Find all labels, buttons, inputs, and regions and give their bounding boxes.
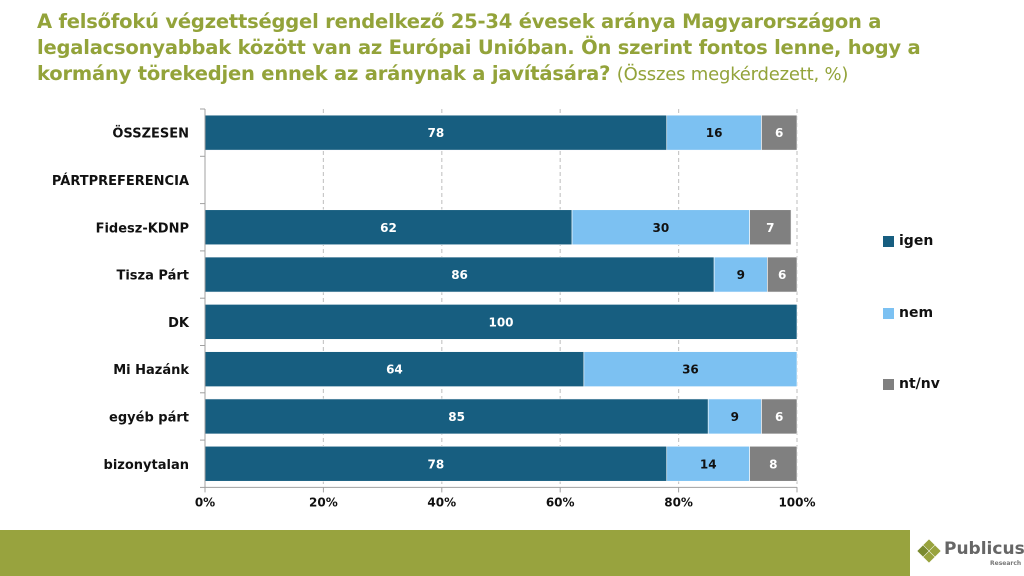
data-label: 6 bbox=[775, 126, 783, 140]
data-label: 64 bbox=[386, 363, 403, 377]
category-label: PÁRTPREFERENCIA bbox=[52, 173, 189, 189]
bar-segment-nem bbox=[666, 445, 750, 482]
data-label: 78 bbox=[428, 126, 445, 140]
bar-segment-igen bbox=[204, 304, 798, 340]
data-label: 100 bbox=[488, 315, 513, 329]
value-labels: 78 16 6 62 30 7 86 9 6 100 64 36 85 9 6 78 14 8 bbox=[380, 126, 786, 471]
bar-segment-nt-nv bbox=[749, 209, 792, 246]
bar-segment-igen bbox=[204, 209, 573, 246]
chart-title: A felsőfokú végzettséggel rendelkező 25-… bbox=[37, 9, 997, 88]
legend-item: nem bbox=[883, 304, 933, 322]
bar-segment-nt-nv bbox=[761, 114, 798, 151]
bar-segment-nem bbox=[713, 256, 768, 293]
legend-label: nem bbox=[899, 305, 934, 321]
data-label: 16 bbox=[706, 126, 723, 140]
data-label: 9 bbox=[737, 268, 745, 282]
chart-subtitle: (Összes megkérdezett, %) bbox=[616, 64, 849, 85]
category-label: Fidesz-KDNP bbox=[96, 221, 189, 236]
bar-chart: 78 16 6 62 30 7 86 9 6 100 64 36 85 9 6 78 14 8 ÖSSZESEN P… bbox=[52, 108, 816, 509]
x-tick-label: 20% bbox=[309, 495, 338, 509]
category-label: Tisza Párt bbox=[116, 269, 189, 284]
legend-swatch bbox=[883, 307, 894, 319]
category-label: ÖSSZESEN bbox=[112, 126, 189, 142]
legend-item: nt/nv bbox=[883, 375, 940, 393]
bar-segment-nt-nv bbox=[761, 398, 798, 435]
data-label: 6 bbox=[775, 410, 783, 424]
category-label: egyéb párt bbox=[109, 410, 189, 425]
bar-segment-igen bbox=[204, 445, 668, 482]
brand-tagline: Research bbox=[990, 560, 1022, 567]
legend-label: nt/nv bbox=[899, 376, 940, 392]
data-label: 30 bbox=[652, 221, 669, 235]
legend-swatch bbox=[883, 378, 894, 390]
category-labels: ÖSSZESEN PÁRTPREFERENCIA Fidesz-KDNP Tisza … bbox=[52, 126, 190, 473]
bar-segment-nem bbox=[583, 351, 798, 387]
bars bbox=[204, 114, 798, 482]
bar-segment-nem bbox=[666, 114, 762, 151]
data-label: 85 bbox=[448, 410, 465, 424]
data-label: 62 bbox=[380, 221, 397, 235]
data-label: 36 bbox=[682, 363, 699, 377]
category-label: Mi Hazánk bbox=[113, 363, 189, 378]
data-label: 8 bbox=[769, 457, 777, 471]
data-label: 6 bbox=[778, 268, 786, 282]
data-label: 14 bbox=[700, 457, 717, 471]
footer-bar bbox=[0, 530, 910, 576]
category-label: bizonytalan bbox=[104, 458, 189, 473]
data-label: 86 bbox=[451, 268, 468, 282]
bar-segment-igen bbox=[204, 398, 709, 435]
bar-segment-nem bbox=[571, 209, 750, 246]
x-tick-label: 100% bbox=[778, 495, 815, 509]
x-axis: 0% 20% 40% 60% 80% 100% bbox=[195, 108, 816, 509]
bar-segment-nem bbox=[707, 398, 762, 435]
data-label: 9 bbox=[731, 410, 739, 424]
category-label: DK bbox=[168, 316, 190, 331]
bar-segment-nt-nv bbox=[749, 445, 798, 482]
brand-name: Publicus bbox=[944, 539, 1024, 559]
legend-swatch bbox=[883, 235, 894, 247]
x-tick-label: 0% bbox=[195, 495, 215, 509]
x-tick-label: 80% bbox=[664, 495, 693, 509]
x-tick-label: 40% bbox=[427, 495, 456, 509]
legend-label: igen bbox=[899, 233, 934, 249]
bar-segment-igen bbox=[204, 114, 668, 151]
bar-segment-igen bbox=[204, 351, 585, 387]
x-tick-label: 60% bbox=[546, 495, 575, 509]
legend-item: igen bbox=[883, 232, 933, 250]
data-label: 7 bbox=[766, 221, 774, 235]
bar-segment-nt-nv bbox=[767, 256, 798, 293]
data-label: 78 bbox=[428, 457, 445, 471]
publicus-logo-icon bbox=[917, 539, 941, 563]
chart-title-main: A felsőfokú végzettséggel rendelkező 25-… bbox=[37, 10, 921, 85]
